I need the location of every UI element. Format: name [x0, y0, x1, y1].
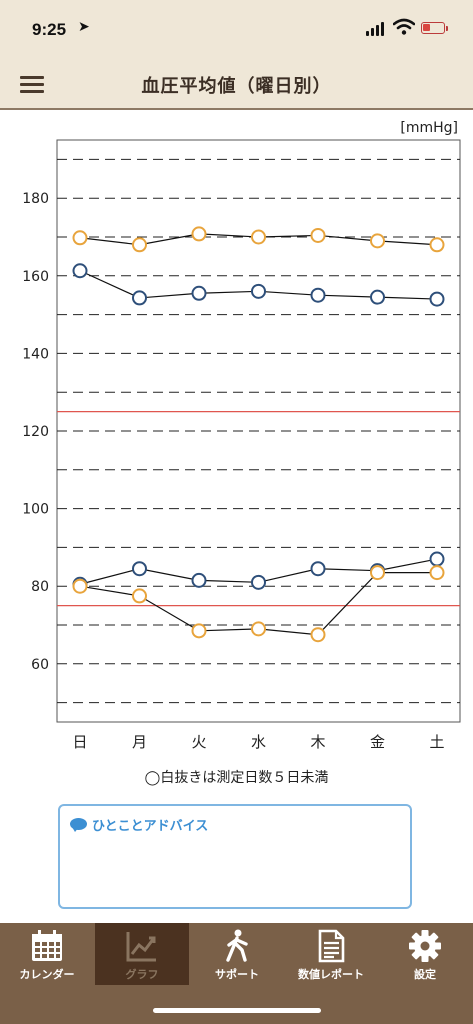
- data-point-s2-5: [370, 289, 385, 305]
- advice-box: ひとことアドバイス: [58, 804, 412, 909]
- data-point-s1-4: [310, 227, 326, 243]
- data-point-s2-3: [251, 283, 266, 299]
- tab-bar: カレンダー グラフ サポート 数値レポート: [0, 923, 473, 1024]
- gear-icon: [409, 930, 441, 962]
- data-point-s2-2: [191, 285, 207, 301]
- speech-bubble-icon: [70, 818, 87, 832]
- data-point-s1-2: [191, 226, 207, 242]
- tab-graph[interactable]: グラフ: [95, 923, 189, 985]
- unit-label: [mmHg]: [400, 120, 458, 136]
- tab-report[interactable]: 数値レポート: [284, 923, 378, 985]
- x-tick-label: 土: [429, 733, 444, 751]
- data-point-s4-1: [132, 588, 147, 604]
- status-bar: 9:25 ➤: [0, 0, 473, 60]
- tab-label-support: サポート: [215, 968, 259, 981]
- graph-icon: [126, 932, 156, 962]
- data-point-s4-0: [72, 578, 88, 594]
- nav-bar: 血圧平均値（曜日別）: [0, 60, 473, 110]
- battery-tip: [446, 26, 448, 31]
- data-point-s4-6: [429, 565, 445, 581]
- tab-label-report: 数値レポート: [298, 968, 364, 981]
- data-point-s4-5: [370, 565, 385, 581]
- y-tick-label: 160: [22, 269, 49, 285]
- chart-note: ◯白抜きは測定日数５日未満: [144, 770, 329, 786]
- x-tick-label: 金: [370, 733, 385, 751]
- battery-icon: [421, 22, 445, 34]
- data-point-s1-1: [132, 237, 147, 253]
- tab-support[interactable]: サポート: [190, 923, 284, 985]
- data-point-s2-6: [429, 291, 445, 307]
- y-tick-label: 140: [22, 346, 49, 362]
- data-point-s3-4: [310, 561, 326, 577]
- document-icon: [318, 929, 345, 963]
- data-point-s4-3: [251, 621, 266, 637]
- y-tick-label: 80: [31, 579, 49, 595]
- page-title: 血圧平均値（曜日別）: [141, 76, 332, 97]
- tab-label-calendar: カレンダー: [19, 968, 75, 981]
- tab-label-settings: 設定: [414, 968, 436, 981]
- y-tick-label: 120: [22, 424, 49, 440]
- calendar-icon: [32, 930, 62, 961]
- blood-pressure-chart: [mmHg] 60 80 100 120 140 160 180 日 月 火 水 木 金 土: [0, 110, 473, 810]
- data-point-s1-0: [72, 230, 88, 246]
- tab-label-graph: グラフ: [125, 968, 159, 981]
- data-point-s3-1: [132, 561, 147, 577]
- data-point-s3-6: [429, 551, 445, 567]
- data-point-s3-3: [251, 574, 266, 590]
- x-tick-label: 月: [132, 733, 147, 751]
- home-indicator: [153, 1008, 321, 1013]
- x-tick-label: 火: [191, 733, 206, 751]
- data-point-s1-5: [370, 233, 385, 249]
- data-point-s4-4: [310, 627, 326, 643]
- status-time: 9:25: [32, 20, 67, 39]
- data-point-s3-2: [191, 572, 207, 588]
- x-tick-label: 日: [72, 733, 87, 751]
- y-tick-label: 100: [22, 502, 49, 518]
- data-point-s2-1: [132, 290, 147, 306]
- tab-settings[interactable]: 設定: [378, 923, 472, 985]
- x-tick-label: 木: [310, 733, 325, 751]
- cellular-signal-icon: [366, 22, 386, 36]
- tab-calendar[interactable]: カレンダー: [0, 923, 94, 985]
- data-point-s2-0: [72, 263, 88, 279]
- y-tick-label: 180: [22, 191, 49, 207]
- x-tick-label: 水: [251, 733, 266, 751]
- hamburger-menu-icon[interactable]: [20, 76, 44, 94]
- y-tick-label: 60: [31, 657, 49, 673]
- location-icon: ➤: [78, 19, 90, 35]
- data-point-s2-4: [310, 287, 326, 303]
- data-point-s1-6: [429, 237, 445, 253]
- chart-svg: [mmHg] 60 80 100 120 140 160 180 日 月 火 水 木 金 土: [22, 120, 461, 751]
- data-point-s4-2: [191, 623, 207, 639]
- advice-title: ひとことアドバイス: [92, 819, 209, 834]
- walking-person-icon: [226, 929, 248, 962]
- wifi-icon: [393, 18, 415, 35]
- data-point-s1-3: [251, 229, 266, 245]
